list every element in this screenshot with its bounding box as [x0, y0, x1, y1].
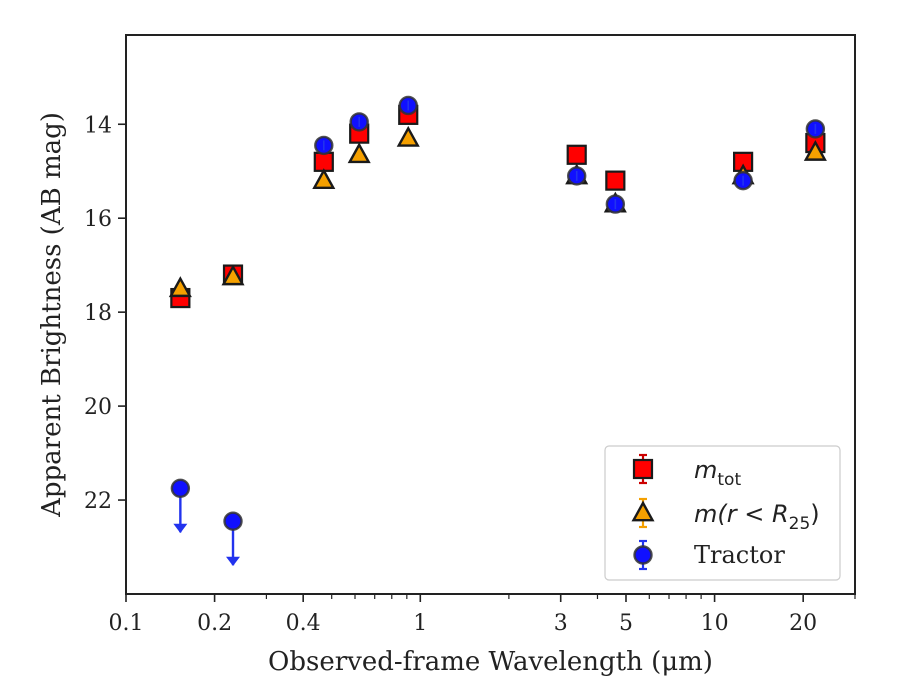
- point-m25: [396, 125, 420, 147]
- x-tick-label: 3: [554, 611, 568, 636]
- legend-entry-m25: [631, 497, 655, 529]
- x-tick-label: 0.2: [197, 611, 232, 636]
- x-tick-label: 20: [789, 611, 817, 636]
- point-tractor: [223, 511, 243, 531]
- point-m25: [221, 264, 245, 286]
- series-mtot: [170, 104, 826, 309]
- y-tick-label: 18: [84, 301, 112, 326]
- upper-limit-arrowhead: [173, 523, 188, 534]
- x-axis-label: Observed-frame Wavelength (μm): [268, 647, 713, 677]
- legend-label-tractor: Tractor: [694, 541, 785, 569]
- legend-box: [604, 445, 841, 581]
- y-axis-label: Apparent Brightness (AB mag): [37, 112, 67, 518]
- legend-label-mtot: mtot: [694, 456, 741, 490]
- x-tick-label: 0.1: [109, 611, 144, 636]
- x-tick-label: 1: [413, 611, 427, 636]
- point-mtot: [313, 151, 334, 172]
- legend-entry-mtot: [632, 453, 654, 485]
- point-mtot: [566, 144, 587, 165]
- x-tick-label: 10: [701, 611, 729, 636]
- point-tractor: [170, 478, 191, 499]
- tick-labels: 0.1 0.2 0.4 1 3 5 10 20 14 16 18 20 22: [84, 113, 817, 636]
- legend-entry-tractor: [633, 539, 653, 571]
- point-m25: [312, 168, 336, 190]
- x-tick-label: 5: [619, 611, 633, 636]
- plot-frame: [125, 34, 856, 595]
- y-tick-label: 16: [84, 207, 112, 232]
- point-m25: [347, 142, 371, 164]
- legend-marker: [632, 458, 654, 480]
- data-points: [168, 95, 827, 567]
- y-tick-label: 20: [84, 395, 112, 420]
- y-tick-label: 22: [84, 489, 112, 514]
- series-m25: [168, 125, 827, 298]
- legend: mtot m(r < R25) Tractor: [604, 445, 841, 581]
- point-m25: [803, 139, 827, 161]
- legend-marker: [633, 545, 653, 565]
- legend-marker: [631, 500, 655, 522]
- x-tick-label: 0.4: [286, 611, 321, 636]
- legend-label-m25: m(r < R25): [694, 500, 820, 534]
- upper-limit-arrowhead: [226, 556, 241, 567]
- point-mtot: [605, 170, 626, 191]
- series-tractor: [170, 95, 826, 567]
- point-m25: [168, 276, 192, 298]
- y-tick-label: 14: [84, 113, 112, 138]
- axis-ticks: [118, 123, 804, 602]
